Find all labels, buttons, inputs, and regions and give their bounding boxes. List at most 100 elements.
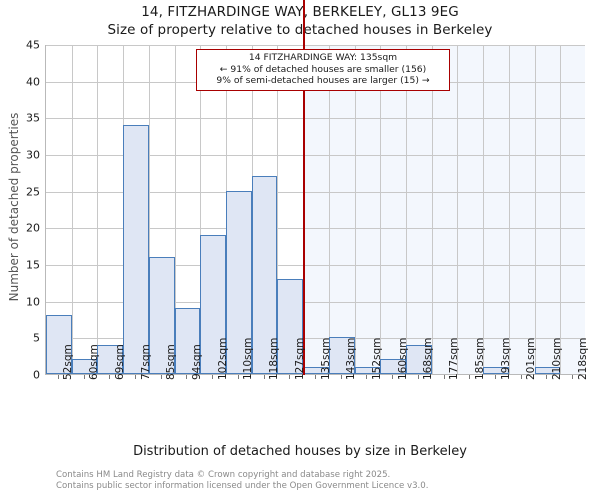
- x-tick-label: 77sqm: [139, 344, 152, 380]
- y-axis-label: Number of detached properties: [7, 112, 21, 302]
- x-tick-label: 94sqm: [190, 344, 203, 380]
- bar-210sqm: [534, 366, 561, 374]
- gridline-horizontal: [46, 265, 585, 266]
- y-tick-label: 20: [26, 221, 40, 235]
- x-tick-mark: [495, 375, 496, 379]
- x-tick-mark: [340, 375, 342, 379]
- annotation-line-3: 9% of semi-detached houses are larger (1…: [216, 75, 430, 87]
- x-tick-label: 143sqm: [345, 337, 358, 380]
- annotation-line-1: 14 FITZHARDINGE WAY: 135sqm: [248, 52, 398, 63]
- x-tick-mark: [546, 375, 548, 379]
- x-tick-label: 102sqm: [216, 337, 229, 380]
- x-tick-mark: [186, 375, 188, 379]
- x-tick-mark: [392, 375, 394, 379]
- gridline-horizontal: [46, 155, 585, 156]
- chart-title: 14, FITZHARDINGE WAY, BERKELEY, GL13 9EG: [141, 4, 459, 20]
- x-tick-mark: [417, 375, 419, 379]
- bar-60sqm: [71, 359, 98, 374]
- x-tick-label: 168sqm: [422, 337, 435, 380]
- bar-77sqm: [123, 124, 149, 374]
- x-tick-label: 218sqm: [576, 337, 589, 380]
- y-tick-label: 40: [26, 75, 40, 89]
- x-tick-mark: [237, 375, 239, 379]
- bar-102sqm: [200, 234, 226, 374]
- gridline-vertical: [483, 45, 485, 374]
- bar-69sqm: [97, 344, 124, 374]
- x-tick-mark: [366, 375, 368, 379]
- annotation-box: 14 FITZHARDINGE WAY: 135sqm ← 91% of det…: [196, 49, 450, 91]
- bar-143sqm: [328, 337, 355, 374]
- x-tick-mark: [83, 375, 85, 379]
- annotation-line-2: ← 91% of detached houses are smaller (15…: [219, 63, 427, 75]
- gridline-vertical: [97, 45, 99, 374]
- gridline-vertical: [508, 45, 510, 374]
- x-tick-label: 210sqm: [550, 337, 563, 380]
- gridline-vertical: [200, 45, 202, 374]
- x-tick-mark: [263, 375, 265, 379]
- x-tick-label: 52sqm: [62, 344, 75, 380]
- y-tick-label: 0: [33, 368, 40, 382]
- gridline-horizontal: [46, 45, 585, 46]
- bar-118sqm: [251, 176, 278, 374]
- x-tick-label: 69sqm: [113, 344, 126, 380]
- x-tick-mark: [109, 375, 111, 379]
- x-tick-mark: [443, 375, 445, 379]
- gridline-vertical: [71, 45, 73, 374]
- y-tick-label: 30: [26, 148, 40, 162]
- gridline-horizontal: [46, 191, 585, 193]
- gridline-vertical: [148, 45, 150, 374]
- bar-110sqm: [226, 190, 252, 374]
- gridline-vertical: [328, 45, 330, 374]
- bar-152sqm: [354, 366, 381, 374]
- gridline-vertical: [277, 45, 279, 374]
- y-tick-label: 45: [26, 38, 40, 52]
- gridline-vertical: [560, 45, 562, 374]
- x-tick-mark: [520, 375, 522, 379]
- x-tick-mark: [57, 375, 59, 379]
- x-tick-label: 152sqm: [370, 337, 383, 380]
- chart-subtitle: Size of property relative to detached ho…: [107, 22, 493, 38]
- bar-193sqm: [483, 366, 509, 374]
- x-tick-label: 118sqm: [268, 337, 281, 380]
- x-tick-mark: [469, 375, 471, 379]
- bar-94sqm: [174, 308, 201, 374]
- gridline-horizontal: [46, 301, 585, 303]
- gridline-horizontal: [46, 118, 585, 120]
- y-axis-ticks: 0 5 10 15 20 25 30 35 40 45: [0, 0, 40, 500]
- x-tick-label: 60sqm: [88, 344, 101, 380]
- gridline-vertical: [354, 45, 356, 374]
- bar-160sqm: [380, 359, 406, 374]
- x-tick-mark: [135, 375, 136, 379]
- bar-168sqm: [406, 344, 432, 374]
- x-tick-label: 185sqm: [473, 337, 486, 380]
- footer-attribution: Contains HM Land Registry data © Crown c…: [56, 470, 576, 491]
- gridline-vertical: [534, 45, 536, 374]
- y-tick-label: 5: [33, 331, 40, 345]
- x-tick-label: 193sqm: [499, 337, 512, 380]
- footer-line-2: Contains public sector information licen…: [56, 480, 429, 491]
- gridline-vertical: [174, 45, 176, 374]
- bar-85sqm: [148, 256, 175, 374]
- gridline-horizontal: [46, 338, 585, 340]
- larger-region-shading: [303, 45, 585, 374]
- footer-line-1: Contains HM Land Registry data © Crown c…: [56, 470, 391, 480]
- bar-127sqm: [277, 278, 304, 374]
- gridline-vertical: [431, 45, 433, 374]
- x-tick-label: 201sqm: [525, 337, 538, 380]
- x-tick-label: 160sqm: [396, 337, 409, 380]
- x-tick-mark: [572, 375, 574, 379]
- x-tick-mark: [160, 375, 162, 379]
- x-tick-label: 127sqm: [293, 337, 306, 380]
- y-tick-label: 25: [26, 185, 40, 199]
- x-tick-label: 135sqm: [319, 337, 332, 380]
- gridline-vertical: [380, 45, 382, 374]
- plot-area: [45, 0, 585, 375]
- x-tick-mark: [289, 375, 291, 379]
- gridline-vertical: [406, 45, 407, 374]
- property-marker-line: [303, 0, 305, 375]
- x-tick-label: 110sqm: [242, 337, 255, 380]
- x-tick-mark: [315, 375, 316, 379]
- y-tick-label: 10: [26, 295, 40, 309]
- x-tick-label: 85sqm: [165, 344, 178, 380]
